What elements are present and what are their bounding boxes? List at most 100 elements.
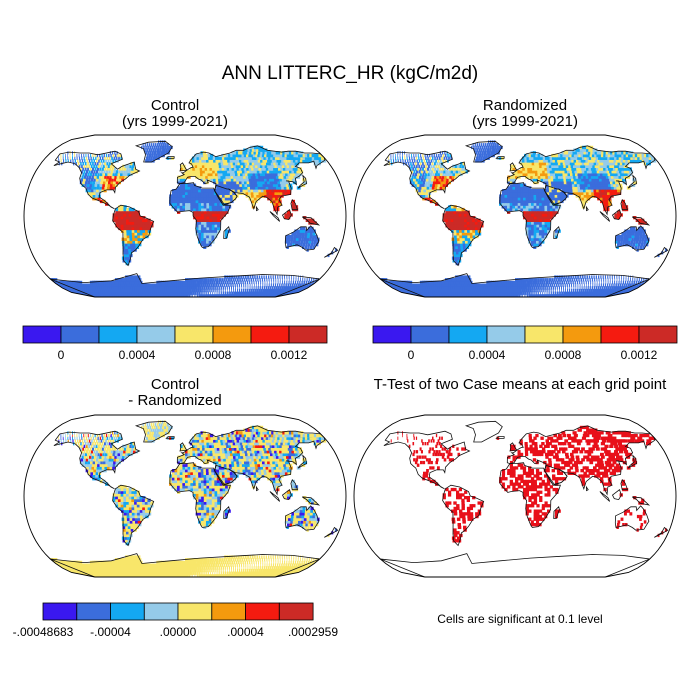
- grid-cell: [395, 153, 396, 158]
- grid-cell: [201, 207, 205, 212]
- grid-cell: [197, 294, 199, 297]
- grid-cell: [552, 280, 555, 285]
- grid-cell: [291, 164, 296, 168]
- grid-cell: [528, 197, 532, 201]
- grid-cell: [206, 229, 210, 233]
- grid-cell: [397, 156, 399, 160]
- grid-cell: [535, 243, 539, 247]
- grid-cell: [538, 234, 542, 239]
- grid-cell: [442, 186, 445, 190]
- grid-cell: [645, 278, 647, 282]
- grid-cell: [643, 221, 647, 225]
- grid-cell: [95, 156, 97, 160]
- grid-cell: [625, 275, 627, 279]
- grid-cell: [592, 148, 598, 152]
- grid-cell: [303, 180, 308, 185]
- grid-cell: [249, 156, 254, 160]
- grid-cell: [630, 283, 632, 287]
- grid-cell: [592, 280, 594, 285]
- grid-cell: [567, 172, 572, 177]
- grid-cell: [536, 159, 540, 163]
- grid-cell: [566, 283, 568, 287]
- grid-cell: [179, 189, 183, 193]
- grid-cell: [282, 180, 287, 185]
- grid-cell: [153, 145, 156, 150]
- grid-cell: [177, 186, 181, 190]
- grid-cell: [618, 234, 622, 239]
- grid-cell: [506, 288, 510, 293]
- grid-cell: [208, 162, 213, 166]
- grid-cell: [234, 186, 238, 190]
- grid-cell: [615, 172, 620, 177]
- grid-cell: [194, 153, 198, 158]
- grid-cell: [80, 162, 82, 166]
- grid-cell: [536, 205, 540, 209]
- grid-cell: [208, 159, 212, 163]
- grid-cell: [233, 180, 238, 185]
- grid-cell: [416, 159, 418, 163]
- grid-cell: [525, 189, 529, 193]
- grid-cell: [192, 291, 195, 295]
- grid-cell: [609, 278, 611, 282]
- grid-cell: [202, 172, 206, 177]
- grid-cell: [544, 202, 548, 206]
- grid-cell: [123, 167, 127, 171]
- grid-cell: [201, 202, 205, 206]
- grid-cell: [182, 199, 186, 204]
- grid-cell: [527, 283, 531, 287]
- grid-cell: [134, 226, 138, 231]
- grid-cell: [526, 156, 530, 160]
- grid-cell: [233, 164, 237, 168]
- grid-cell: [209, 210, 213, 214]
- grid-cell: [232, 194, 236, 198]
- grid-cell: [464, 210, 468, 214]
- grid-cell: [554, 234, 558, 239]
- grid-cell: [102, 159, 105, 163]
- grid-cell: [289, 170, 294, 174]
- grid-cell: [199, 167, 203, 171]
- grid-cell: [273, 175, 278, 179]
- grid-cell: [133, 170, 136, 174]
- grid-cell: [565, 178, 570, 182]
- grid-cell: [576, 167, 580, 171]
- grid-cell: [520, 202, 524, 206]
- grid-cell: [245, 286, 247, 290]
- grid-cell: [179, 191, 183, 195]
- grid-cell: [577, 283, 579, 287]
- grid-cell: [411, 170, 413, 174]
- grid-cell: [469, 283, 474, 287]
- grid-cell: [164, 286, 168, 290]
- grid-cell: [115, 210, 119, 214]
- grid-cell: [444, 153, 447, 158]
- grid-cell: [520, 194, 524, 198]
- grid-cell: [176, 286, 180, 290]
- grid-cell: [122, 164, 125, 168]
- grid-cell: [230, 172, 234, 177]
- grid-cell: [163, 283, 167, 287]
- grid-cell: [106, 156, 109, 160]
- grid-cell: [228, 291, 230, 295]
- grid-cell: [442, 151, 444, 155]
- grid-cell: [429, 183, 433, 187]
- grid-cell: [455, 259, 459, 263]
- grid-cell: [195, 286, 198, 290]
- grid-cell: [462, 243, 467, 247]
- grid-cell: [507, 180, 511, 185]
- grid-cell: [620, 240, 623, 244]
- grid-cell: [512, 175, 516, 179]
- coastline-uk: [179, 162, 188, 172]
- grid-cell: [258, 288, 261, 293]
- grid-cell: [238, 151, 243, 155]
- grid-cell: [201, 229, 205, 233]
- grid-cell: [122, 172, 125, 177]
- grid-cell: [92, 194, 96, 198]
- grid-cell: [215, 175, 219, 179]
- grid-cell: [222, 286, 224, 290]
- grid-cell: [549, 207, 554, 212]
- grid-cell: [209, 216, 213, 220]
- grid-cell: [635, 243, 638, 247]
- grid-cell: [224, 197, 229, 201]
- grid-cell: [448, 205, 452, 209]
- grid-cell: [221, 167, 226, 171]
- grid-cell: [165, 283, 169, 287]
